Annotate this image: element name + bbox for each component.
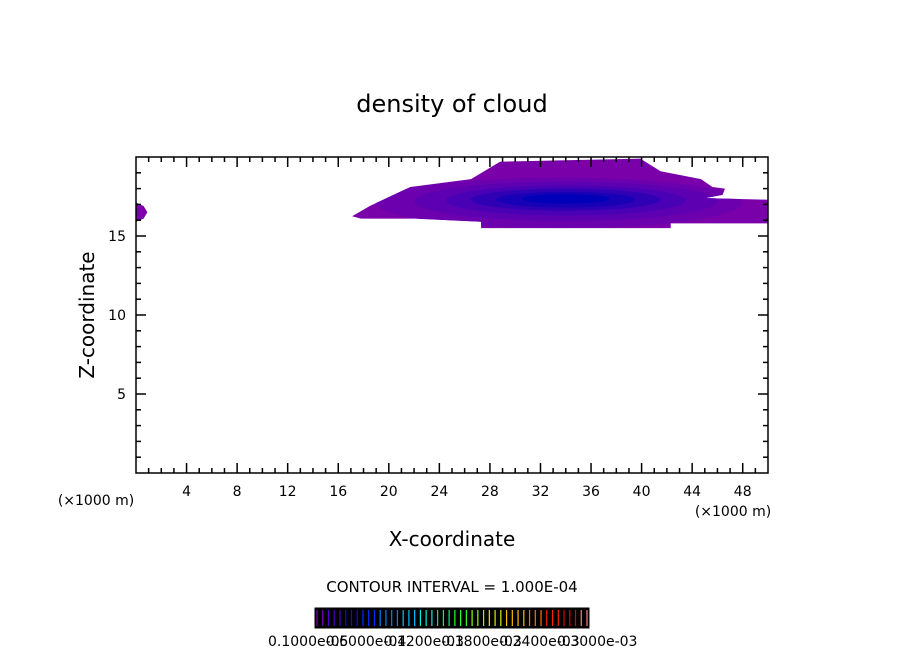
plot-area (136, 158, 768, 229)
x-tick-label: 24 (430, 484, 448, 500)
y-tick-label: 10 (108, 308, 126, 324)
x-tick-label: 8 (233, 484, 242, 500)
colorbar-label: 0.3000e-03 (557, 634, 637, 650)
x-unit-right: (×1000 m) (695, 504, 771, 520)
colorbar-frame (314, 607, 590, 629)
colorbar-labels: 0.1000e-050.6000e-040.1200e-030.1800e-03… (268, 634, 637, 650)
contour-interval-label: CONTOUR INTERVAL = 1.000E-04 (326, 578, 577, 596)
x-tick-label: 20 (380, 484, 398, 500)
x-axis-label: X-coordinate (389, 527, 516, 551)
colorbar-label: 0.1000e-05 (268, 634, 348, 650)
colorbar-label: 0.2400e-03 (499, 634, 579, 650)
colorbar-label: 0.6000e-04 (326, 634, 407, 650)
y-axis-label: Z-coordinate (75, 251, 99, 378)
x-tick-label: 28 (481, 484, 499, 500)
x-tick-label: 40 (633, 484, 651, 500)
x-tick-label: 16 (329, 484, 347, 500)
x-tick-label: 44 (683, 484, 701, 500)
y-tick-label: 5 (117, 387, 126, 403)
x-unit-left: (×1000 m) (58, 493, 134, 509)
y-tick-label: 15 (108, 229, 126, 245)
x-tick-label: 48 (734, 484, 752, 500)
x-tick-label: 36 (582, 484, 600, 500)
x-tick-label: 12 (279, 484, 297, 500)
chart-title: density of cloud (356, 90, 547, 118)
colorbar (316, 610, 588, 626)
cloud-left-edge-contour (136, 202, 148, 222)
x-tick-label: 32 (532, 484, 550, 500)
contour-level-6 (521, 194, 610, 204)
colorbar-label: 0.1800e-03 (441, 634, 521, 650)
colorbar-label: 0.1200e-03 (384, 634, 464, 650)
x-tick-label: 4 (182, 484, 191, 500)
cloud-inner-contours (376, 177, 743, 229)
